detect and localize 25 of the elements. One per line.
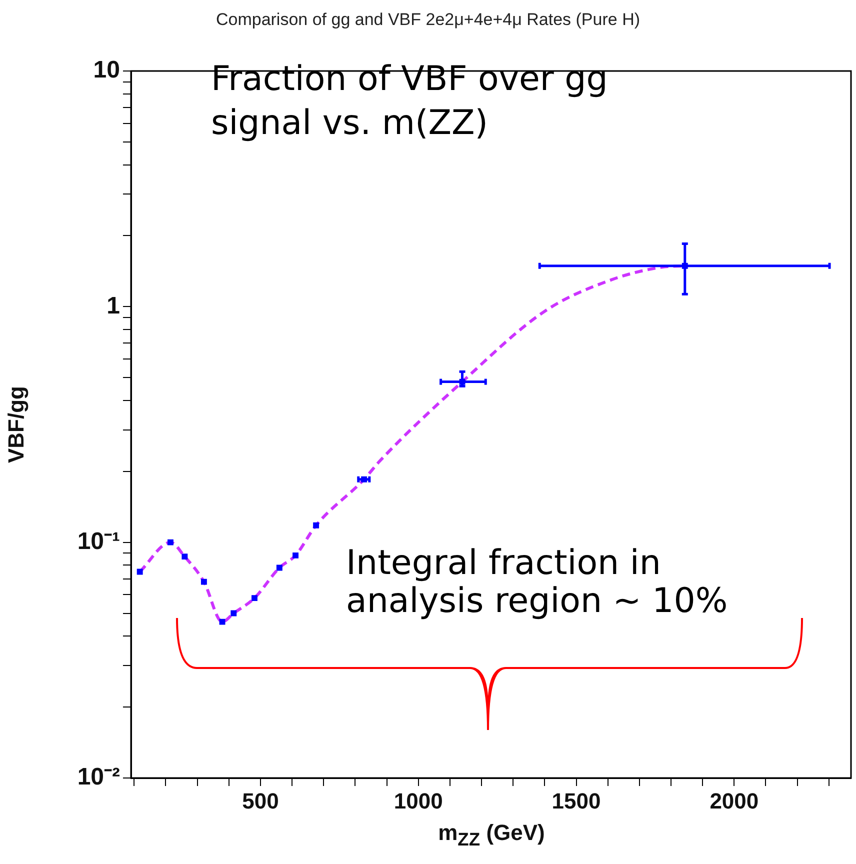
point — [313, 522, 320, 528]
x-tick-label: 500 — [242, 788, 279, 814]
annotation: analysis region ~ 10% — [346, 581, 728, 621]
chart-title: Comparison of gg and VBF 2e2μ+4e+4μ Rates (Pure H) — [214, 10, 642, 30]
annotation: Integral fraction in — [346, 543, 661, 583]
point — [182, 554, 188, 560]
annotation: signal vs. m(ZZ) — [211, 103, 488, 143]
x-tick-label: 1000 — [394, 788, 443, 814]
y-tick-label: 10⁻² — [77, 764, 120, 791]
annotation: Fraction of VBF over gg — [211, 59, 608, 99]
point — [276, 564, 282, 571]
x-tick-label: 1500 — [552, 788, 601, 814]
x-axis-title: m$_{ZZ}$ (GeV) — [437, 820, 546, 850]
point — [252, 595, 258, 602]
y-axis-title: VBF/gg — [3, 386, 28, 463]
y-tick-label: 1 — [106, 292, 120, 320]
point — [200, 578, 207, 585]
point — [292, 552, 298, 558]
y-tick-label: 10⁻¹ — [77, 528, 120, 555]
x-tick-label: 2000 — [710, 788, 759, 814]
point — [219, 618, 226, 625]
y-tick-label: 10 — [93, 56, 120, 84]
point — [136, 568, 143, 575]
point — [168, 539, 174, 546]
point — [230, 610, 237, 616]
